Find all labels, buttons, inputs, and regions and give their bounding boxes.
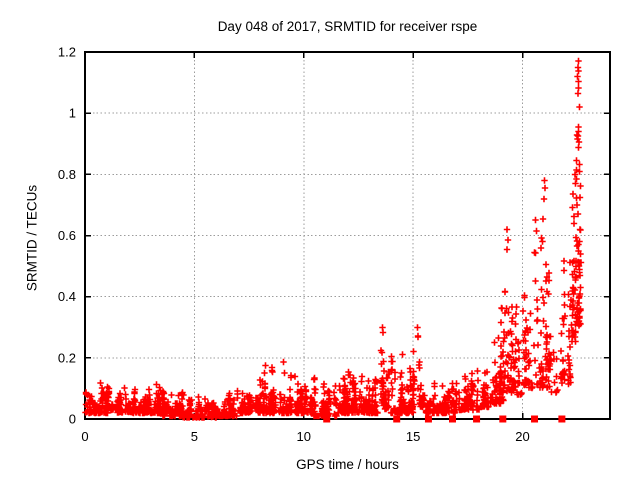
- y-axis-label: SRMTID / TECUs: [24, 184, 40, 292]
- tick-labels: 0 5 10 15 20 0 0.2 0.4 0.6 0.8 1 1.2: [58, 45, 530, 445]
- y-tick-label-1: 1: [69, 106, 76, 121]
- chart-title: Day 048 of 2017, SRMTID for receiver rsp…: [217, 19, 478, 34]
- zero-flag-square: [558, 415, 566, 423]
- y-tick-label-1.2: 1.2: [58, 45, 76, 60]
- y-tick-label-0.4: 0.4: [58, 289, 76, 304]
- tick-marks: [84, 51, 610, 420]
- x-tick-label-10: 10: [297, 429, 311, 444]
- y-tick-label-0.8: 0.8: [58, 167, 76, 182]
- scatter-points: [82, 57, 585, 421]
- x-tick-label-0: 0: [81, 429, 88, 444]
- zero-flag-square: [531, 415, 539, 423]
- zero-flag-square: [393, 415, 401, 423]
- zero-flag-square: [473, 415, 481, 423]
- y-tick-label-0: 0: [69, 412, 76, 427]
- gridlines: [85, 52, 610, 419]
- x-tick-label-20: 20: [515, 429, 529, 444]
- y-tick-label-0.2: 0.2: [58, 350, 76, 365]
- zero-flag-markers: [323, 415, 566, 423]
- zero-flag-square: [424, 415, 432, 423]
- y-tick-label-0.6: 0.6: [58, 228, 76, 243]
- zero-flag-square: [499, 415, 507, 423]
- zero-flag-square: [449, 415, 456, 423]
- x-tick-label-15: 15: [406, 429, 420, 444]
- x-axis-label: GPS time / hours: [296, 457, 399, 472]
- x-tick-label-5: 5: [191, 429, 198, 444]
- zero-flag-square: [323, 415, 331, 423]
